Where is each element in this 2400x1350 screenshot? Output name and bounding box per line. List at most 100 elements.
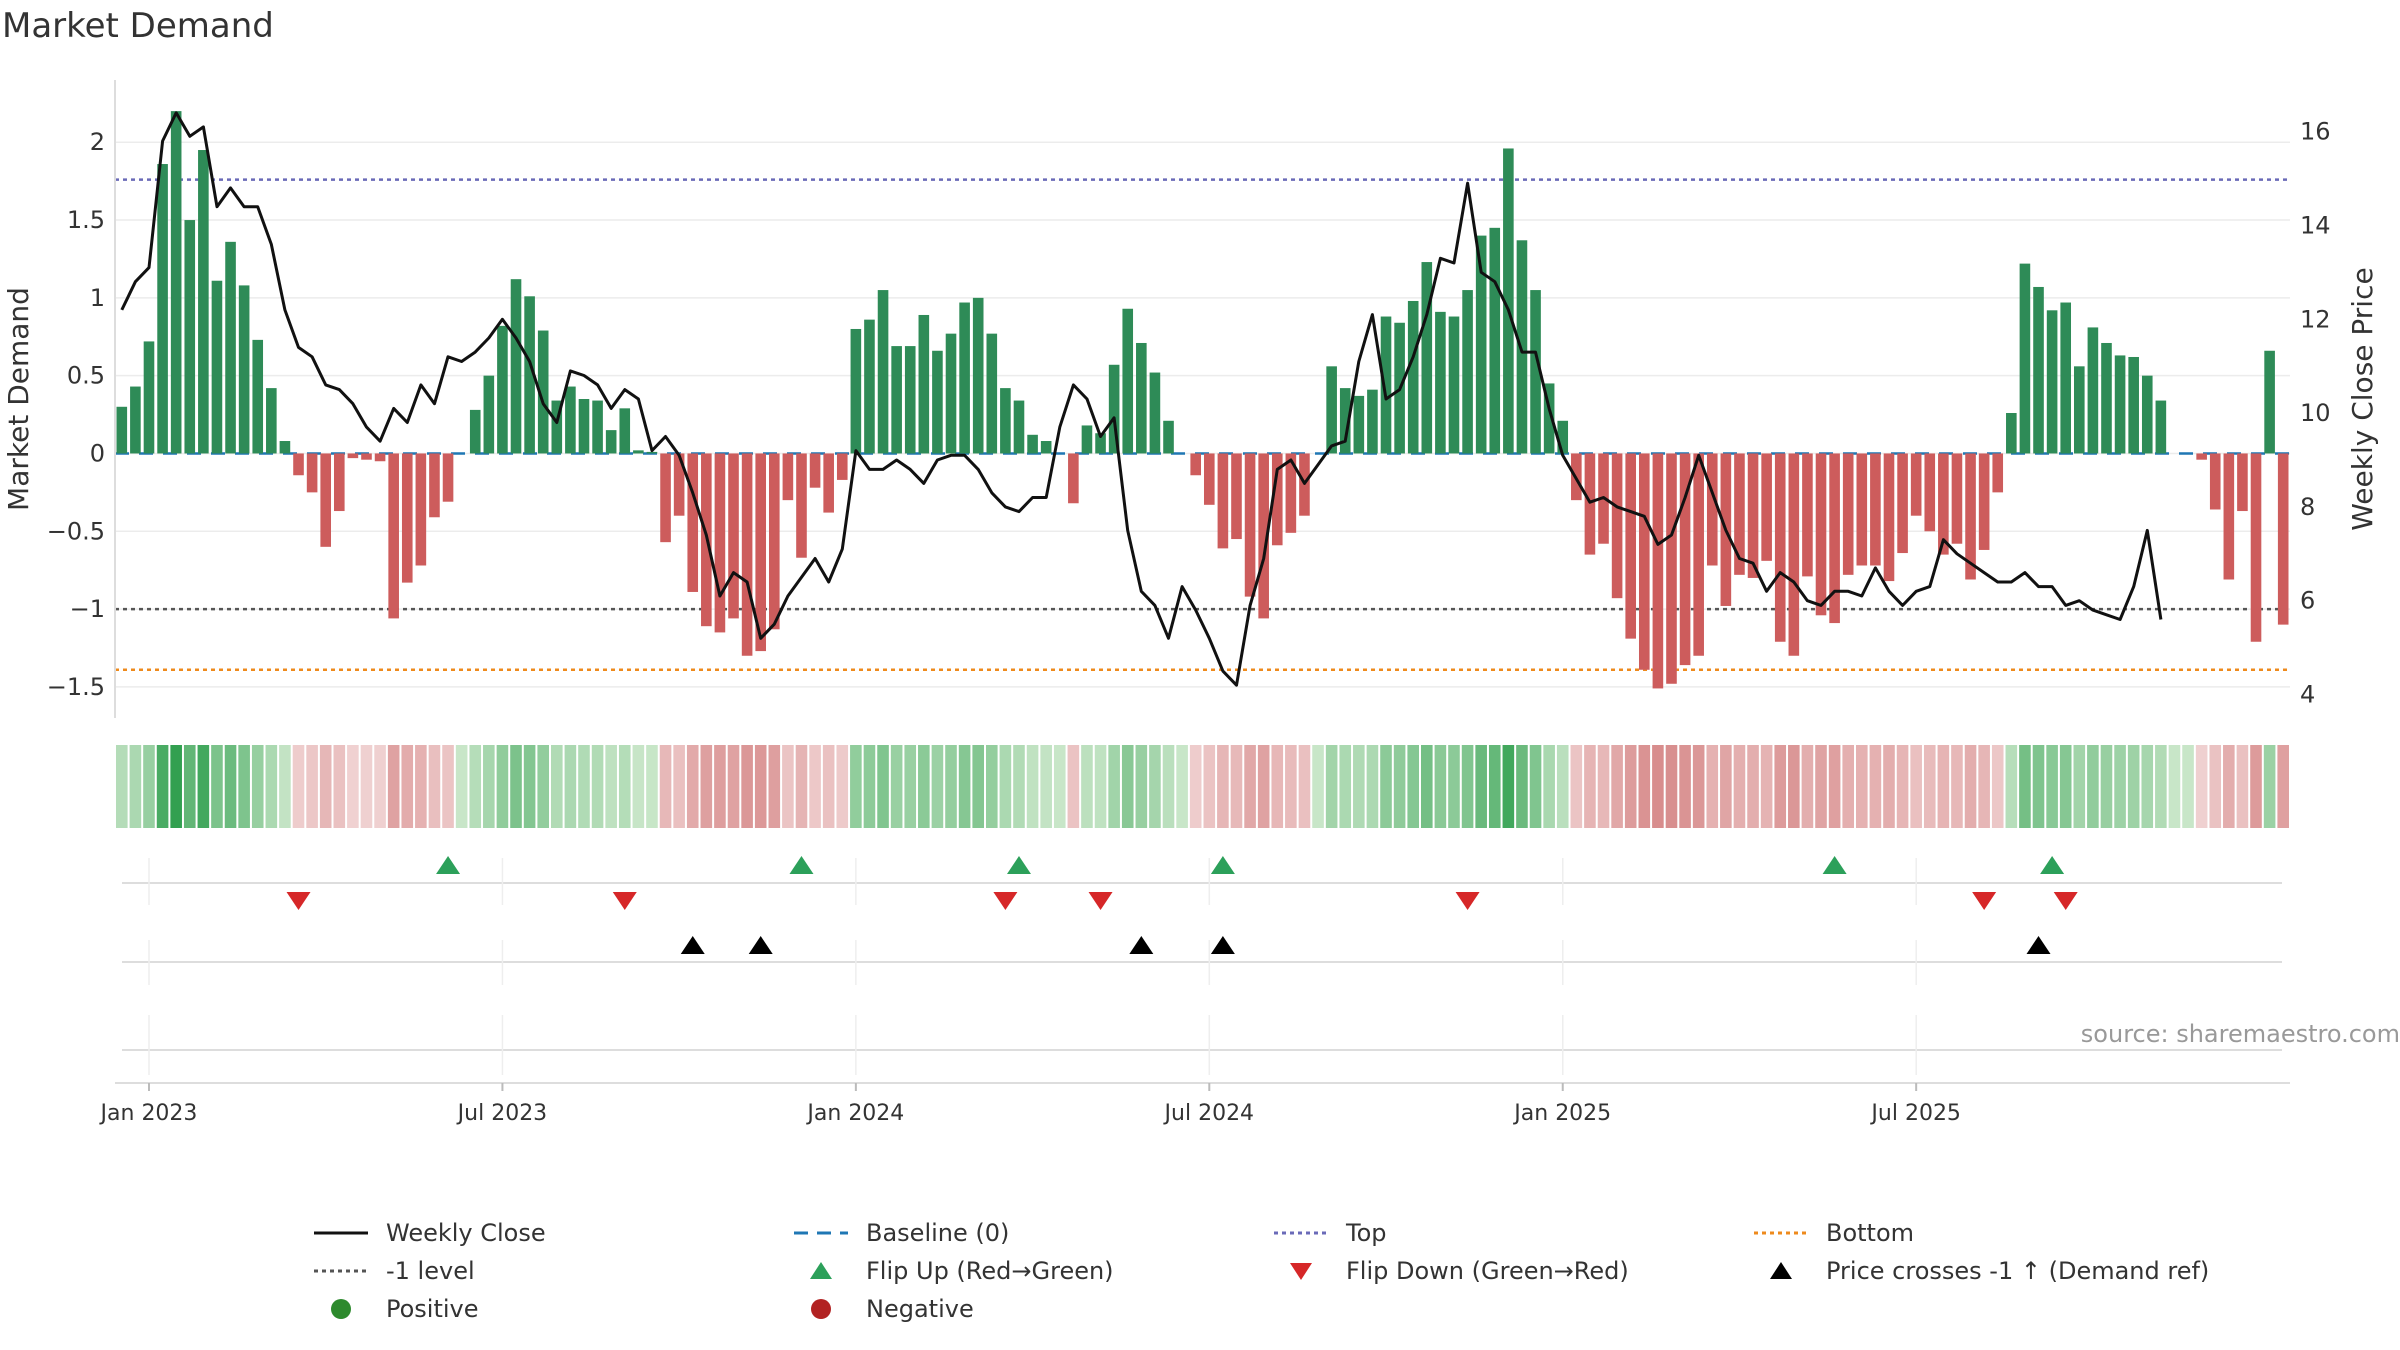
heat-cell xyxy=(1951,745,1963,828)
heat-cell xyxy=(1991,745,2004,828)
legend-item-weekly-close: Weekly Close xyxy=(310,1215,546,1251)
demand-bar-negative xyxy=(1638,453,1650,670)
demand-bar-negative xyxy=(1856,453,1868,566)
demand-bar-positive xyxy=(266,388,277,454)
demand-bar-positive xyxy=(904,346,916,454)
heat-cell xyxy=(1380,745,1392,828)
flip-up-marker xyxy=(1210,856,1235,874)
flip-down-marker xyxy=(1088,892,1113,910)
heat-cell xyxy=(1529,745,1542,828)
heat-cell xyxy=(1013,745,1025,828)
demand-bar-negative xyxy=(1802,453,1813,577)
heat-cell xyxy=(224,745,237,828)
heat-cell xyxy=(1665,745,1678,828)
demand-bar-positive xyxy=(2128,356,2139,454)
demand-bar-positive xyxy=(198,150,209,454)
heat-cell xyxy=(116,745,128,828)
demand-bar-negative xyxy=(374,453,386,462)
heat-cell xyxy=(700,745,713,828)
legend-label: Flip Down (Green→Red) xyxy=(1346,1257,1629,1285)
heat-cell xyxy=(1883,745,1895,828)
heat-cell xyxy=(333,745,346,828)
heat-cell xyxy=(1244,745,1256,828)
legend-item-negative: Negative xyxy=(790,1291,974,1327)
demand-bar-positive xyxy=(918,314,930,454)
heat-cell xyxy=(673,745,685,828)
flip-down-marker xyxy=(286,892,311,910)
demand-bar-positive xyxy=(2060,302,2072,454)
heat-cell xyxy=(890,745,903,828)
demand-bar-positive xyxy=(1489,227,1501,454)
line-dot-orange-icon xyxy=(1754,1231,1808,1235)
demand-bar-positive xyxy=(497,325,508,454)
legend-item-flip-up: Flip Up (Red→Green) xyxy=(790,1253,1114,1289)
price-cross-marker xyxy=(2026,936,2051,954)
demand-bar-positive xyxy=(2155,400,2167,454)
demand-bar-negative xyxy=(2237,453,2248,512)
axes: 2 1.5 1 0.5 0 −0.5 −1 −1.5 16 14 12 10 8 6 4 Market Dem… xyxy=(2,80,2379,718)
demand-bar-negative xyxy=(741,453,753,656)
demand-bar-positive xyxy=(1108,364,1120,454)
heat-cell xyxy=(551,745,563,828)
demand-bar-negative xyxy=(347,453,359,459)
flip-up-marker xyxy=(436,856,461,874)
heat-cell xyxy=(2277,745,2289,828)
demand-bar-negative xyxy=(293,453,304,476)
demand-bar-negative xyxy=(1666,453,1677,684)
heat-cell xyxy=(510,745,522,828)
demand-bar-negative xyxy=(1910,453,1922,516)
heat-cell xyxy=(1217,745,1229,828)
heat-cell xyxy=(741,745,753,828)
demand-bar-positive xyxy=(864,319,875,454)
demand-bar-positive xyxy=(211,280,223,454)
source-credit: source: sharemaestro.com xyxy=(2080,1020,2400,1048)
demand-bar-positive xyxy=(1380,316,1392,454)
heat-cell xyxy=(1543,745,1555,828)
heat-cell xyxy=(2141,745,2154,828)
demand-bar-positive xyxy=(1435,311,1446,454)
heat-cell xyxy=(1053,745,1066,828)
demand-bar-positive xyxy=(945,333,957,454)
demand-bar-positive xyxy=(959,302,970,454)
heat-cell xyxy=(1434,745,1447,828)
heat-cell xyxy=(2223,745,2235,828)
heat-cell xyxy=(170,745,182,828)
heat-cell xyxy=(999,745,1012,828)
legend-label: Price crosses -1 ↑ (Demand ref) xyxy=(1826,1257,2210,1285)
demand-bar-negative xyxy=(1761,453,1772,561)
demand-bar-positive xyxy=(469,409,481,454)
heat-cell xyxy=(564,745,577,828)
demand-bar-positive xyxy=(932,350,943,454)
chart-title: Market Demand xyxy=(2,6,274,46)
heat-cell xyxy=(768,745,781,828)
legend-label: Weekly Close xyxy=(386,1219,546,1247)
y-right-tick-label: 4 xyxy=(2300,681,2315,709)
demand-bar-positive xyxy=(510,279,522,454)
grid-lines xyxy=(115,141,2290,688)
demand-bar-negative xyxy=(1679,453,1691,666)
heat-cell xyxy=(1271,745,1284,828)
demand-bar-negative xyxy=(1271,453,1283,546)
heat-cell xyxy=(428,745,441,828)
demand-bar-negative xyxy=(429,453,440,518)
line-solid-black-icon xyxy=(314,1231,368,1235)
heat-cell xyxy=(469,745,482,828)
demand-bar-positive xyxy=(877,290,889,454)
line-dot-gray-icon xyxy=(314,1269,368,1273)
demand-bar-negative xyxy=(1611,453,1623,599)
y-right-tick-label: 14 xyxy=(2300,211,2331,239)
heat-cell xyxy=(986,745,998,828)
heat-cell xyxy=(279,745,291,828)
demand-bar-positive xyxy=(565,386,576,454)
demand-bar-negative xyxy=(1842,453,1854,575)
heat-cell xyxy=(347,745,359,828)
demand-bar-positive xyxy=(578,399,590,454)
demand-bar-negative xyxy=(687,453,699,592)
demand-bar-positive xyxy=(2141,375,2153,454)
y-right-tick-label: 16 xyxy=(2300,118,2331,146)
heat-cell xyxy=(2059,745,2072,828)
heat-cell xyxy=(1353,745,1365,828)
demand-bar-negative xyxy=(1883,453,1895,582)
heat-cell xyxy=(523,745,536,828)
demand-bar-positive xyxy=(170,111,182,454)
